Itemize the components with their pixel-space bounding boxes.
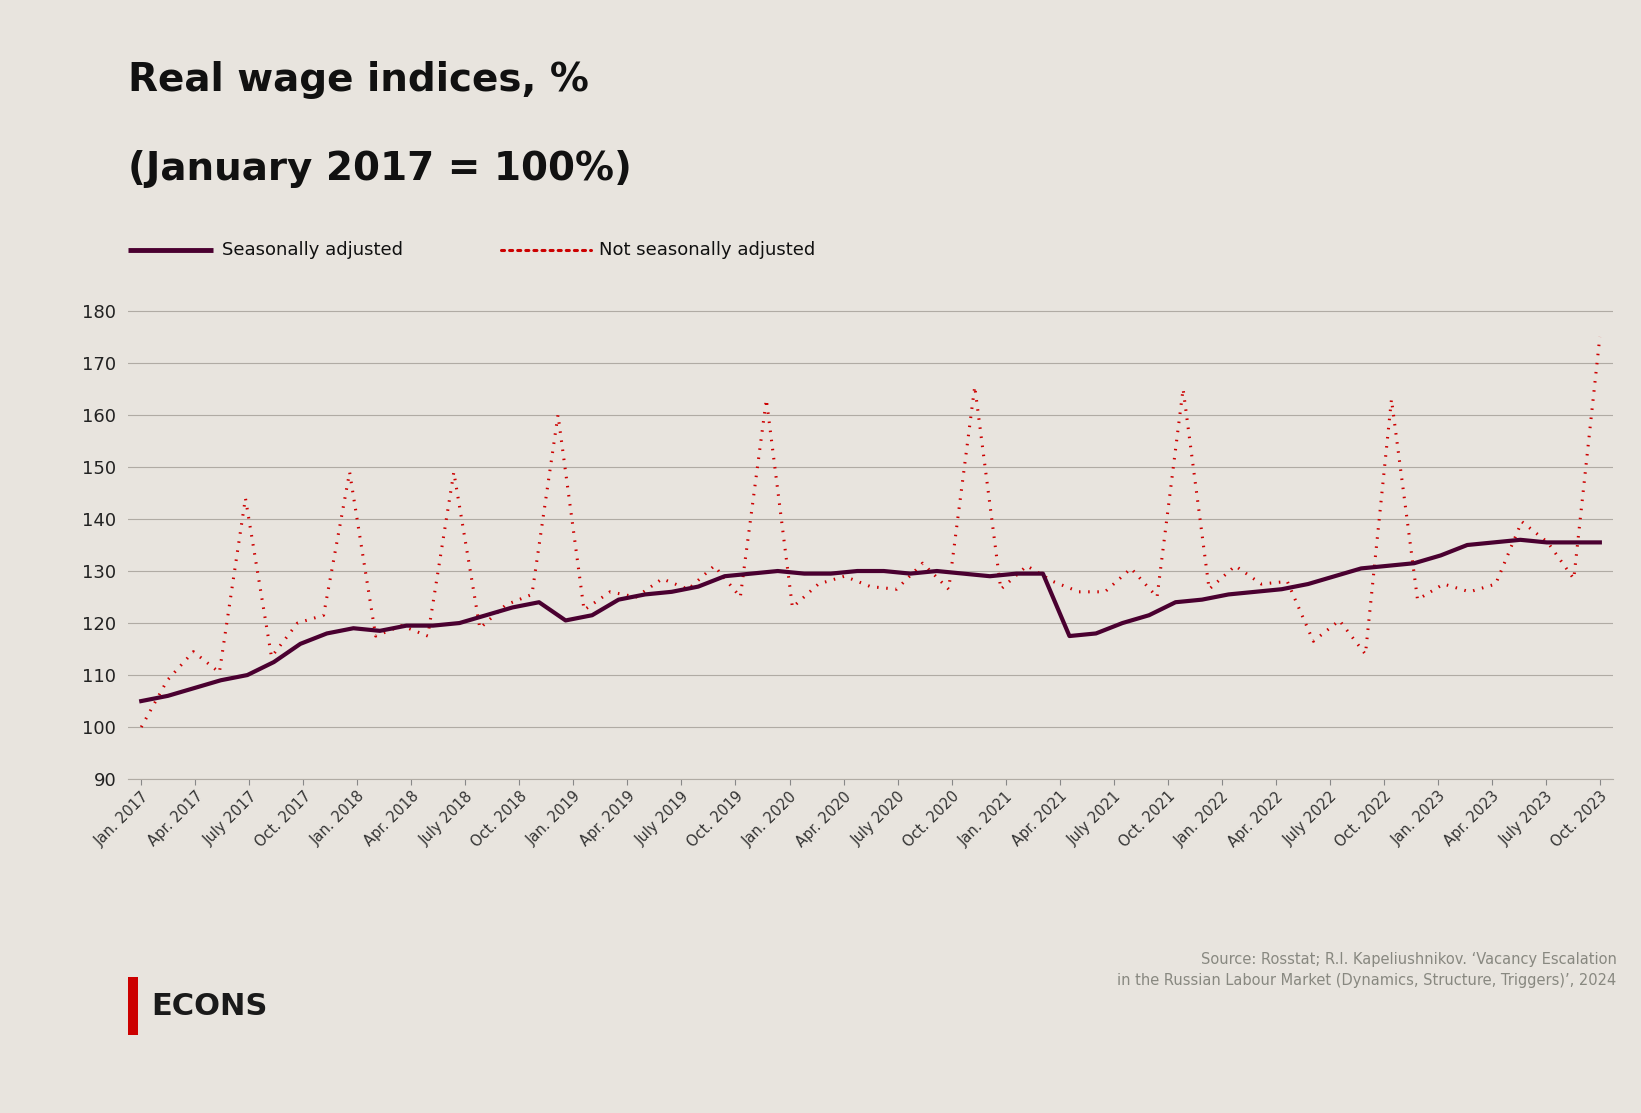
Text: Source: Rosstat; R.I. Kapeliushnikov. ‘Vacancy Escalation
in the Russian Labour : Source: Rosstat; R.I. Kapeliushnikov. ‘V… [1118,952,1616,987]
Text: ECONS: ECONS [151,992,267,1021]
Text: (January 2017 = 100%): (January 2017 = 100%) [128,150,632,188]
Text: Seasonally adjusted: Seasonally adjusted [222,242,402,259]
Text: Real wage indices, %: Real wage indices, % [128,61,589,99]
Text: Not seasonally adjusted: Not seasonally adjusted [599,242,816,259]
